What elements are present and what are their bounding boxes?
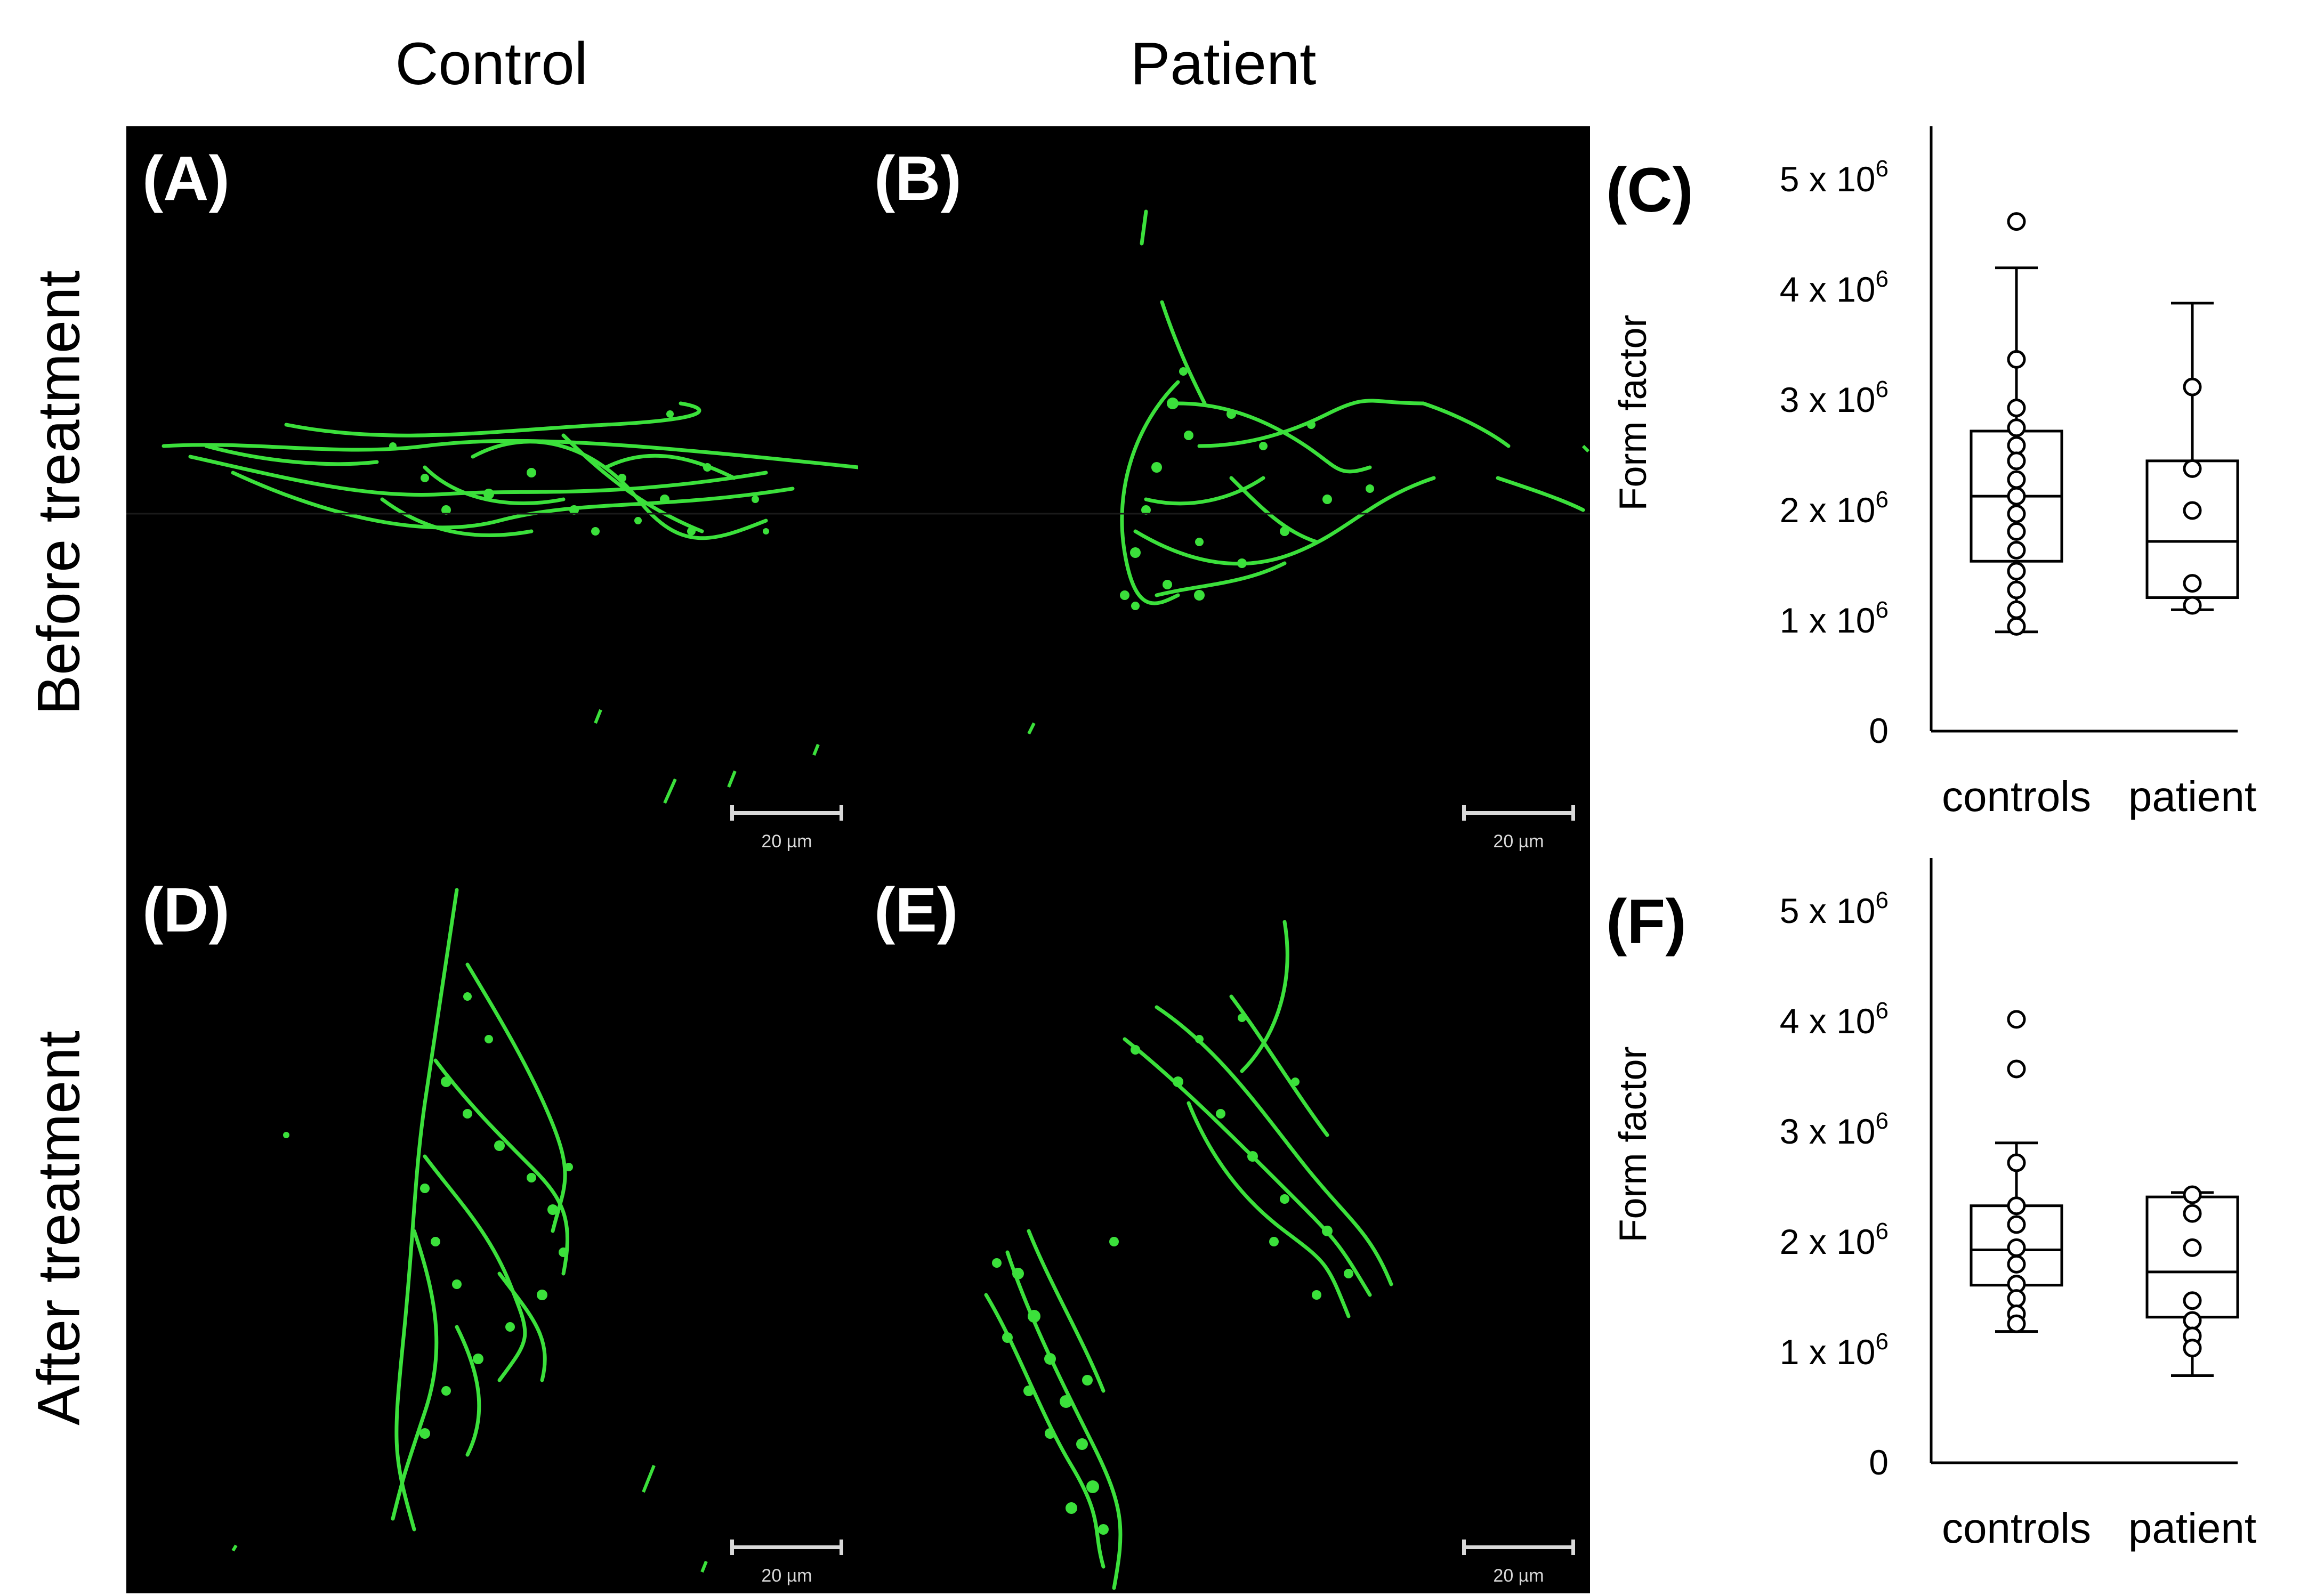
- data-point: [2007, 541, 2026, 560]
- data-point: [2183, 377, 2202, 396]
- box-patient: [2145, 1185, 2239, 1377]
- scale-bar-label: 20 µm: [761, 831, 812, 852]
- data-point: [2007, 487, 2026, 506]
- data-point: [2007, 212, 2026, 231]
- mitochondria-network-image: [231, 888, 708, 1573]
- data-point: [2183, 1238, 2202, 1257]
- box-controls: [1970, 212, 2063, 636]
- y-tick-label: 0: [1869, 711, 1889, 750]
- y-tick-label: 3 x 106: [1780, 376, 1889, 419]
- micrograph-control-before: (A) 20 µm: [126, 126, 858, 858]
- panel-label: (C): [1606, 155, 1693, 225]
- data-point: [2007, 1314, 2026, 1333]
- x-category-label: patient: [2128, 1504, 2256, 1552]
- data-point: [2183, 459, 2202, 478]
- scale-bar-label: 20 µm: [1493, 1566, 1544, 1586]
- y-axis-label: Form factor: [1612, 1046, 1655, 1242]
- micrograph-control-after: (D) 20 µm: [126, 858, 858, 1593]
- y-tick-label: 0: [1869, 1443, 1889, 1482]
- box-controls: [1970, 1010, 2063, 1333]
- data-point: [2183, 596, 2202, 615]
- x-category-label: controls: [1942, 1504, 2091, 1552]
- data-point: [2007, 580, 2026, 599]
- data-point: [2007, 1254, 2026, 1274]
- mitochondria-network-image: [858, 209, 1590, 735]
- y-tick-label: 1 x 106: [1780, 1328, 1889, 1372]
- panel-label-b: (B): [874, 143, 962, 214]
- data-point: [2007, 1059, 2026, 1079]
- scale-bar-label: 20 µm: [761, 1566, 812, 1586]
- data-point: [2007, 1153, 2026, 1172]
- y-tick-label: 5 x 106: [1780, 156, 1889, 199]
- column-header-patient: Patient: [1130, 30, 1317, 97]
- y-tick-label: 2 x 106: [1780, 1218, 1889, 1261]
- y-tick-label: 1 x 106: [1780, 597, 1889, 640]
- data-point: [2183, 1204, 2202, 1223]
- micrograph-patient-before: (B) 20 µm: [858, 126, 1590, 858]
- boxplot-chart-f: (F) 0 1 x 106 2 x 106 3 x 106 4 x 106 5 x 106 F…: [1606, 858, 2256, 1552]
- data-point: [2007, 350, 2026, 369]
- data-point: [2007, 1010, 2026, 1029]
- y-tick-label: 3 x 106: [1780, 1108, 1889, 1151]
- x-category-label: patient: [2128, 773, 2256, 820]
- data-point: [2007, 617, 2026, 636]
- data-point: [2007, 1196, 2026, 1216]
- row-header-after-treatment: After treatment: [25, 1031, 92, 1425]
- data-point: [2183, 1185, 2202, 1204]
- data-point: [2007, 1238, 2026, 1257]
- data-point: [2183, 574, 2202, 593]
- column-header-control: Control: [395, 30, 588, 97]
- data-point: [2183, 501, 2202, 520]
- data-point: [2007, 600, 2026, 619]
- data-point: [2007, 504, 2026, 523]
- y-tick-label: 4 x 106: [1780, 266, 1889, 309]
- chart-panel-c: (C) 0 1 x 106 2 x 106 3 x 106 4 x 106 5 x 106 F…: [1590, 126, 2316, 858]
- panel-label: (F): [1606, 887, 1686, 957]
- boxplot-chart-c: (C) 0 1 x 106 2 x 106 3 x 106 4 x 106 5 x 106 F…: [1606, 126, 2256, 820]
- data-point: [2007, 398, 2026, 417]
- mitochondria-network-image: [984, 920, 1393, 1590]
- mitochondria-network-image: [126, 401, 858, 804]
- data-point: [2007, 522, 2026, 541]
- y-axis-label: Form factor: [1612, 314, 1655, 511]
- panel-label-e: (E): [874, 875, 958, 945]
- data-point: [2007, 451, 2026, 471]
- box-patient: [2145, 302, 2239, 615]
- data-point: [2183, 1339, 2202, 1358]
- data-point: [2183, 1291, 2202, 1310]
- y-tick-label: 2 x 106: [1780, 487, 1889, 530]
- data-point: [2007, 1289, 2026, 1308]
- scale-bar-label: 20 µm: [1493, 831, 1544, 852]
- panel-label-d: (D): [142, 875, 230, 945]
- x-category-label: controls: [1942, 773, 2091, 820]
- panel-label-a: (A): [142, 143, 230, 214]
- row-header-before-treatment: Before treatment: [25, 270, 92, 715]
- data-point: [2007, 418, 2026, 438]
- micrograph-patient-after: (E) 20 µm: [858, 858, 1590, 1593]
- y-tick-label: 4 x 106: [1780, 998, 1889, 1041]
- chart-panel-f: (F) 0 1 x 106 2 x 106 3 x 106 4 x 106 5 x 106 F…: [1590, 858, 2316, 1593]
- y-tick-label: 5 x 106: [1780, 887, 1889, 930]
- data-point: [2007, 562, 2026, 581]
- data-point: [2007, 436, 2026, 455]
- data-point: [2007, 1215, 2026, 1234]
- data-point: [2183, 1311, 2202, 1330]
- data-point: [2007, 470, 2026, 489]
